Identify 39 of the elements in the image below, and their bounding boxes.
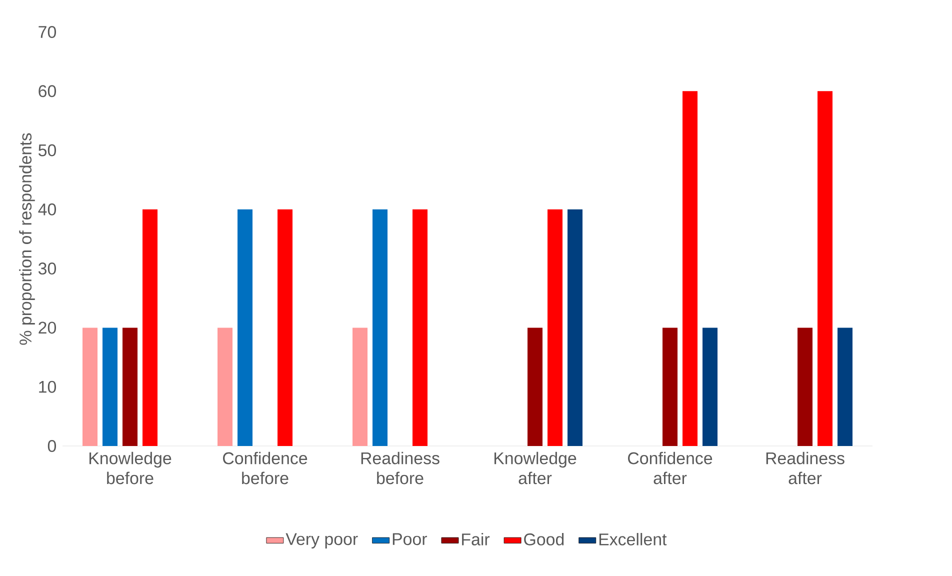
bar: [102, 328, 118, 446]
bar: [372, 209, 388, 446]
legend-label: Fair: [462, 532, 490, 546]
bar: [548, 209, 563, 446]
bar: [662, 328, 678, 446]
legend-label: Very poor: [286, 533, 358, 548]
legend-label: Good: [524, 532, 564, 546]
bar: [82, 328, 98, 446]
bar: [142, 209, 158, 446]
y-tick-label: 20: [38, 322, 56, 334]
bar: [838, 328, 853, 446]
bar: [682, 91, 698, 446]
y-tick-label: 60: [38, 85, 56, 98]
bar: [278, 209, 293, 446]
y-tick-label: 0: [48, 440, 56, 452]
x-tick-label: Confidence after: [628, 452, 712, 484]
bar: [818, 91, 833, 446]
y-tick-label: 30: [38, 262, 56, 275]
bar: [412, 209, 428, 446]
y-tick-label: 40: [38, 203, 56, 216]
bar: [702, 328, 718, 446]
x-tick-label: Readiness after: [766, 452, 844, 484]
legend-label: Poor: [392, 533, 428, 546]
bar: [568, 209, 583, 446]
y-axis-title: % proportion of respondents: [19, 133, 35, 345]
bar: [122, 328, 138, 446]
y-tick-label: 70: [38, 26, 56, 38]
bar: [798, 328, 813, 446]
legend-label: Excellent: [599, 532, 667, 546]
x-tick-label: Knowledge after: [494, 452, 576, 484]
x-tick-label: Knowledge before: [89, 452, 172, 484]
x-tick-label: Readiness before: [361, 452, 440, 484]
bar: [352, 328, 368, 446]
bar: [528, 328, 543, 446]
x-tick-label: Confidence before: [223, 452, 308, 484]
y-tick-label: 10: [39, 380, 56, 393]
y-tick-label: 50: [38, 144, 56, 156]
bar: [218, 328, 233, 446]
bar: [238, 209, 253, 446]
